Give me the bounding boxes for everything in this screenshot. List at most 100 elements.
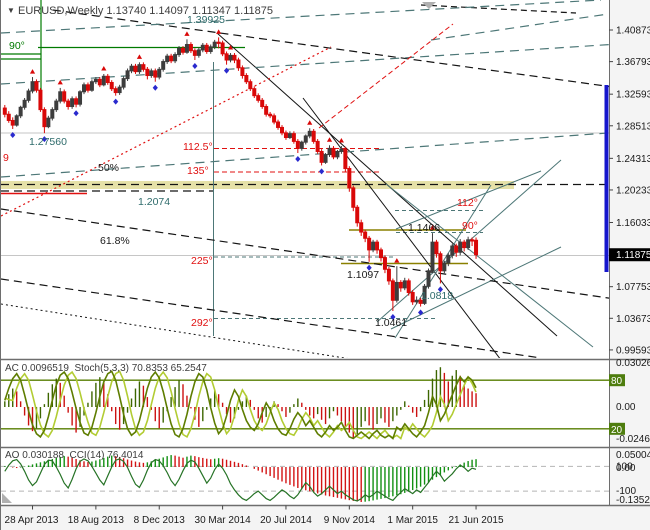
- candlestick[interactable]: [105, 73, 110, 85]
- candlestick[interactable]: [200, 42, 205, 53]
- red-dash-rising[interactable]: [318, 23, 454, 129]
- candlestick[interactable]: [141, 62, 146, 72]
- candlestick[interactable]: [355, 204, 360, 227]
- candlestick[interactable]: [331, 146, 336, 160]
- candlestick[interactable]: [458, 239, 463, 256]
- candlestick[interactable]: [394, 258, 400, 303]
- candlestick[interactable]: [101, 65, 107, 87]
- candlestick[interactable]: [29, 69, 36, 94]
- teal-asc-low[interactable]: [390, 246, 562, 330]
- candlestick[interactable]: [426, 268, 431, 289]
- candlestick[interactable]: [359, 219, 364, 236]
- black-dash-fan1[interactable]: [1, 208, 649, 304]
- candlestick[interactable]: [46, 115, 51, 129]
- candlestick[interactable]: [204, 42, 209, 54]
- candlestick[interactable]: [272, 113, 277, 125]
- candlestick[interactable]: [295, 139, 301, 163]
- candlestick[interactable]: [129, 63, 134, 74]
- candlestick[interactable]: [22, 97, 27, 110]
- candlestick[interactable]: [307, 120, 313, 139]
- teal-asc-steep[interactable]: [394, 184, 492, 339]
- candlestick[interactable]: [41, 107, 47, 143]
- candlestick[interactable]: [323, 153, 328, 164]
- teal-desc-line[interactable]: [385, 183, 594, 348]
- candlestick[interactable]: [303, 134, 308, 145]
- candlestick[interactable]: [54, 98, 59, 112]
- candlestick[interactable]: [113, 86, 119, 105]
- candlestick[interactable]: [181, 46, 185, 55]
- candlestick[interactable]: [2, 104, 7, 118]
- candlestick[interactable]: [14, 114, 19, 127]
- candlestick[interactable]: [264, 104, 269, 117]
- candlestick[interactable]: [351, 185, 356, 212]
- candlestick[interactable]: [145, 66, 150, 80]
- candlestick[interactable]: [398, 280, 403, 292]
- black-dash-flat-top[interactable]: [420, 4, 577, 14]
- candlestick[interactable]: [466, 236, 471, 250]
- candlestick[interactable]: [109, 80, 114, 92]
- candlestick[interactable]: [470, 237, 475, 247]
- candlestick[interactable]: [375, 239, 380, 254]
- candlestick[interactable]: [57, 79, 63, 104]
- teal-asc-upper[interactable]: [395, 170, 542, 230]
- candlestick[interactable]: [93, 77, 98, 85]
- time-axis-label[interactable]: 18 Aug 2013: [68, 515, 125, 526]
- khaki-zone[interactable]: [1, 181, 514, 189]
- candlestick[interactable]: [311, 128, 316, 144]
- time-axis-label[interactable]: 28 Apr 2013: [5, 515, 59, 526]
- candlestick[interactable]: [10, 117, 16, 138]
- candlestick[interactable]: [188, 42, 193, 54]
- candlestick[interactable]: [223, 51, 230, 74]
- teal-longdash-1[interactable]: [1, 0, 602, 34]
- teal-longdash-4[interactable]: [430, 8, 649, 41]
- candlestick[interactable]: [299, 140, 304, 151]
- candlestick[interactable]: [371, 239, 376, 253]
- candlestick[interactable]: [366, 235, 372, 271]
- time-axis-label[interactable]: 30 Mar 2014: [195, 515, 252, 526]
- candlestick[interactable]: [232, 53, 237, 64]
- candlestick[interactable]: [335, 149, 340, 160]
- candlestick[interactable]: [169, 53, 174, 64]
- candlestick[interactable]: [236, 57, 241, 71]
- candlestick[interactable]: [157, 66, 162, 80]
- candlestick[interactable]: [50, 107, 55, 121]
- candlestick[interactable]: [280, 125, 284, 136]
- candlestick[interactable]: [347, 166, 352, 192]
- candlestick[interactable]: [240, 65, 245, 79]
- candlestick[interactable]: [220, 40, 225, 57]
- candlestick[interactable]: [149, 68, 154, 78]
- candlestick[interactable]: [418, 297, 424, 316]
- time-axis-label[interactable]: 9 Nov 2014: [324, 515, 376, 526]
- candlestick[interactable]: [161, 59, 166, 72]
- candlestick[interactable]: [97, 77, 102, 88]
- black-dash-top[interactable]: [52, 9, 649, 92]
- candlestick[interactable]: [82, 82, 86, 95]
- candlestick[interactable]: [434, 239, 439, 258]
- candlestick[interactable]: [248, 79, 253, 92]
- candlestick[interactable]: [136, 54, 143, 74]
- candlestick[interactable]: [450, 243, 455, 259]
- candlestick[interactable]: [422, 283, 427, 305]
- candlestick[interactable]: [410, 290, 415, 305]
- candlestick[interactable]: [227, 45, 234, 63]
- candlestick[interactable]: [38, 87, 43, 112]
- red-dot-rising[interactable]: [1, 46, 332, 217]
- candlestick[interactable]: [343, 146, 348, 172]
- candlestick[interactable]: [283, 130, 288, 140]
- candlestick[interactable]: [462, 239, 467, 252]
- candlestick[interactable]: [18, 105, 23, 119]
- history-marker-icon[interactable]: [2, 493, 12, 503]
- candlestick[interactable]: [212, 39, 217, 50]
- candlestick[interactable]: [260, 97, 265, 109]
- candlestick[interactable]: [319, 149, 325, 175]
- candlestick[interactable]: [177, 46, 182, 57]
- candlestick[interactable]: [474, 237, 479, 259]
- candlestick[interactable]: [379, 247, 383, 262]
- candlestick[interactable]: [442, 260, 447, 274]
- candlestick[interactable]: [338, 138, 344, 154]
- candlestick[interactable]: [184, 31, 190, 54]
- time-axis-label[interactable]: 1 Mar 2015: [387, 515, 438, 526]
- black-dot-fan3[interactable]: [1, 303, 351, 359]
- candlestick[interactable]: [173, 52, 178, 64]
- candlestick[interactable]: [390, 278, 396, 321]
